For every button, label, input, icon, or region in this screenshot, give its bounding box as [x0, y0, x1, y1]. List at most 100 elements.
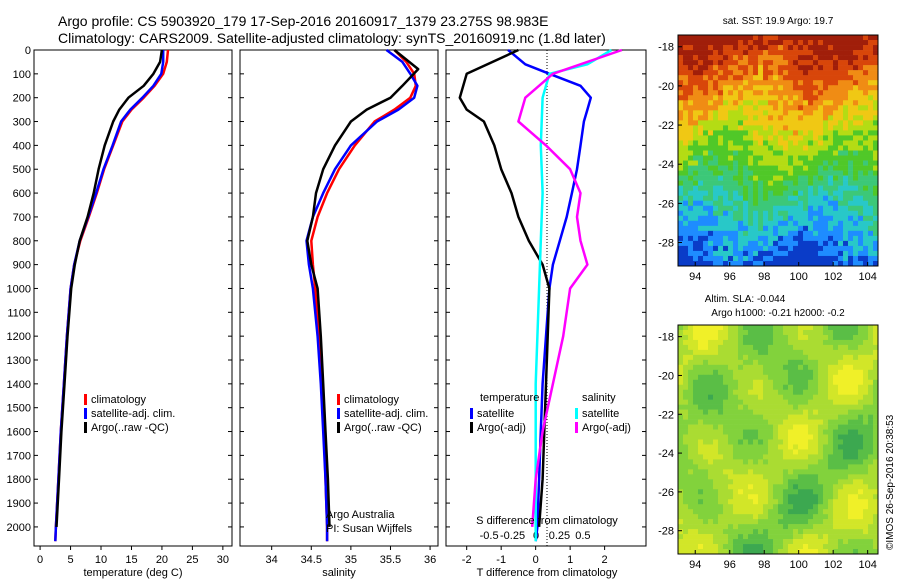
- heatmap-cell: [723, 230, 729, 237]
- heatmap-cell: [713, 105, 719, 111]
- heatmap-cell: [798, 95, 804, 101]
- heatmap-cell: [743, 439, 749, 445]
- heatmap-cell: [678, 534, 684, 540]
- heatmap-cell: [823, 170, 829, 176]
- heatmap-cell: [873, 205, 879, 212]
- heatmap-cell: [698, 260, 704, 267]
- heatmap-cell: [873, 210, 879, 217]
- heatmap-cell: [713, 509, 719, 515]
- heatmap-cell: [693, 245, 699, 252]
- heatmap-cell: [683, 539, 689, 545]
- heatmap-cell: [748, 529, 754, 535]
- heatmap-cell: [848, 449, 854, 455]
- heatmap-cell: [713, 394, 719, 400]
- heatmap-cell: [858, 210, 864, 217]
- heatmap-cell: [843, 180, 849, 186]
- heatmap-cell: [708, 165, 714, 171]
- heatmap-cell: [843, 484, 849, 490]
- sst-map-title: sat. SST: 19.9 Argo: 19.7: [723, 16, 834, 27]
- heatmap-cell: [723, 519, 729, 525]
- heatmap-cell: [678, 45, 684, 51]
- heatmap-cell: [843, 85, 849, 91]
- heatmap-cell: [823, 334, 829, 341]
- heatmap-cell: [843, 499, 849, 505]
- heatmap-cell: [743, 140, 749, 146]
- heatmap-cell: [693, 45, 699, 51]
- heatmap-cell: [843, 374, 849, 381]
- heatmap-cell: [698, 160, 704, 166]
- heatmap-cell: [768, 60, 774, 66]
- heatmap-cell: [723, 205, 729, 212]
- heatmap-cell: [723, 399, 729, 405]
- heatmap-cell: [703, 125, 709, 131]
- heatmap-cell: [763, 140, 769, 146]
- heatmap-cell: [718, 105, 724, 111]
- heatmap-cell: [808, 215, 814, 222]
- heatmap-cell: [713, 424, 719, 430]
- heatmap-cell: [693, 479, 699, 485]
- heatmap-cell: [718, 419, 724, 425]
- s-tick-label: 0.5: [575, 530, 590, 542]
- heatmap-cell: [693, 374, 699, 381]
- heatmap-cell: [743, 170, 749, 176]
- heatmap-cell: [703, 160, 709, 166]
- heatmap-cell: [733, 334, 739, 341]
- heatmap-cell: [853, 349, 859, 356]
- heatmap-cell: [678, 75, 684, 81]
- heatmap-cell: [753, 200, 759, 207]
- heatmap-cell: [868, 499, 874, 505]
- heatmap-cell: [753, 260, 759, 267]
- heatmap-cell: [748, 60, 754, 66]
- heatmap-cell: [808, 479, 814, 485]
- heatmap-cell: [873, 529, 879, 535]
- heatmap-cell: [783, 65, 789, 71]
- heatmap-cell: [738, 65, 744, 71]
- heatmap-cell: [758, 165, 764, 171]
- heatmap-cell: [813, 474, 819, 480]
- heatmap-cell: [793, 325, 799, 331]
- heatmap-cell: [793, 409, 799, 415]
- heatmap-cell: [753, 524, 759, 530]
- heatmap-cell: [703, 374, 709, 381]
- heatmap-cell: [723, 185, 729, 191]
- heatmap-cell: [758, 419, 764, 425]
- heatmap-cell: [813, 384, 819, 391]
- heatmap-cell: [738, 414, 744, 420]
- heatmap-cell: [748, 479, 754, 485]
- heatmap-cell: [728, 155, 734, 161]
- heatmap-cell: [823, 509, 829, 515]
- heatmap-cell: [728, 325, 734, 331]
- heatmap-cell: [858, 225, 864, 232]
- heatmap-cell: [868, 115, 874, 121]
- heatmap-cell: [773, 35, 779, 41]
- temperature-xlabel: temperature (deg C): [83, 567, 182, 579]
- heatmap-cell: [738, 449, 744, 455]
- heatmap-cell: [793, 220, 799, 227]
- heatmap-cell: [713, 414, 719, 420]
- heatmap-cell: [848, 245, 854, 252]
- heatmap-cell: [798, 409, 804, 415]
- heatmap-cell: [863, 439, 869, 445]
- heatmap-cell: [823, 404, 829, 410]
- heatmap-cell: [828, 170, 834, 176]
- heatmap-cell: [778, 160, 784, 166]
- heatmap-cell: [778, 349, 784, 356]
- heatmap-cell: [688, 379, 694, 386]
- heatmap-cell: [873, 220, 879, 227]
- heatmap-cell: [733, 429, 739, 435]
- heatmap-cell: [803, 419, 809, 425]
- heatmap-cell: [843, 250, 849, 257]
- heatmap-cell: [873, 484, 879, 490]
- sla-map-frame: [677, 324, 879, 555]
- heatmap-cell: [718, 514, 724, 520]
- heatmap-cell: [698, 100, 704, 106]
- heatmap-cell: [848, 534, 854, 540]
- heatmap-cell: [703, 439, 709, 445]
- heatmap-cell: [788, 195, 794, 202]
- heatmap-cell: [753, 359, 759, 366]
- heatmap-cell: [683, 344, 689, 351]
- heatmap-cell: [808, 150, 814, 156]
- heatmap-cell: [843, 205, 849, 212]
- heatmap-cell: [858, 325, 864, 331]
